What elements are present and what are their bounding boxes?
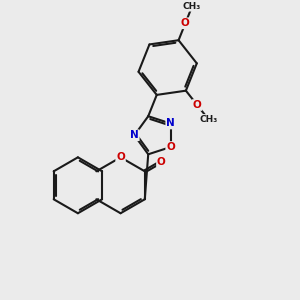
- Text: O: O: [181, 18, 190, 28]
- Text: O: O: [193, 100, 202, 110]
- Text: O: O: [116, 152, 125, 162]
- Text: N: N: [130, 130, 139, 140]
- Text: CH₃: CH₃: [199, 115, 218, 124]
- Text: O: O: [157, 157, 166, 167]
- Text: O: O: [166, 142, 175, 152]
- Text: CH₃: CH₃: [183, 2, 201, 11]
- Text: N: N: [166, 118, 175, 128]
